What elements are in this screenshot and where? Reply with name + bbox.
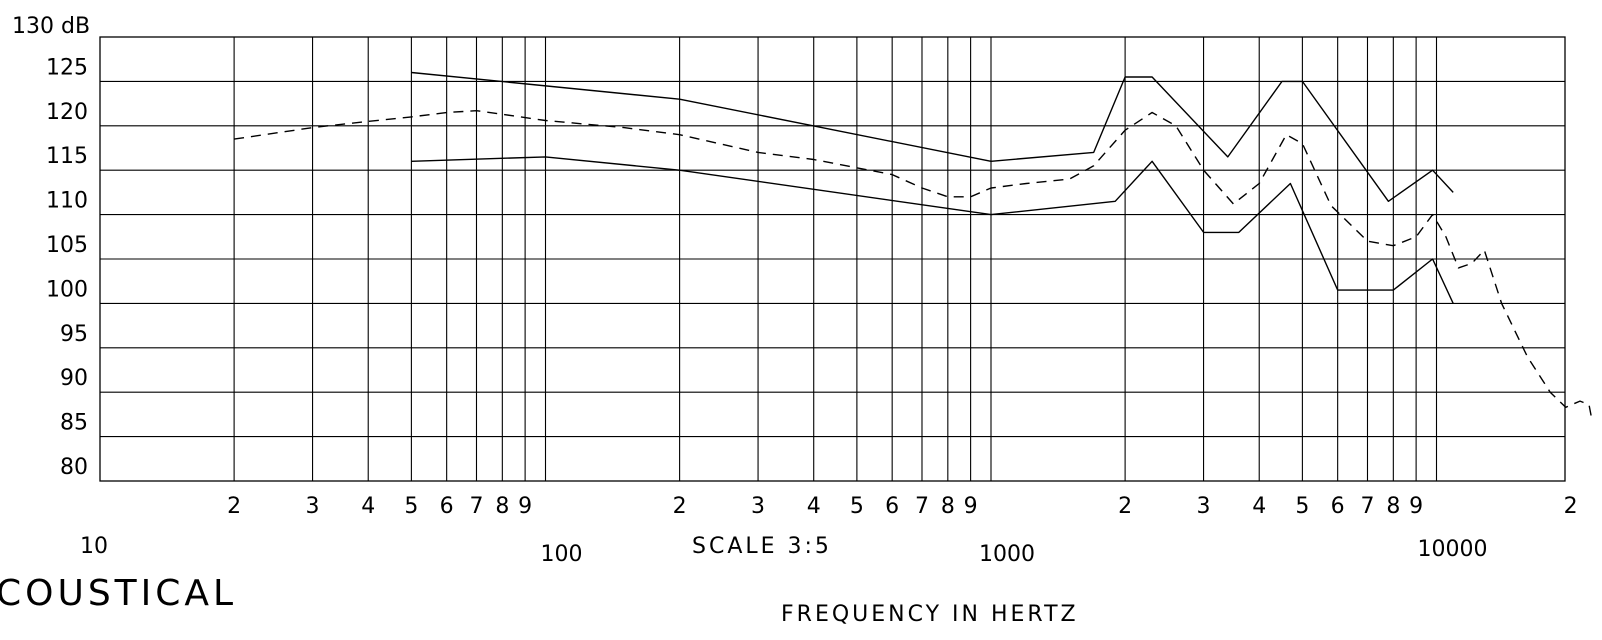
x-tick-label: 2: [1118, 494, 1132, 519]
x-tick-label: 6: [1331, 494, 1345, 519]
x-tick-label: 6: [440, 494, 454, 519]
y-tick-label: 95: [60, 322, 88, 347]
x-tick-label: 2: [1564, 494, 1578, 519]
scale-note: SCALE 3:5: [692, 534, 832, 559]
x-decade-label: 10: [80, 534, 108, 559]
y-tick-label: 120: [46, 100, 88, 125]
x-tick-label: 2: [227, 494, 241, 519]
x-tick-label: 5: [404, 494, 418, 519]
x-tick-label: 7: [1360, 494, 1374, 519]
x-tick-label: 6: [885, 494, 899, 519]
grid-layer: [99, 36, 1566, 482]
series-line-1: [411, 71, 1454, 203]
x-tick-label: 3: [1197, 494, 1211, 519]
x-decade-label: 1000: [979, 542, 1035, 567]
x-tick-label: 8: [495, 494, 509, 519]
x-axis-title: FREQUENCY IN HERTZ: [781, 602, 1079, 627]
y-tick-label: 85: [60, 411, 88, 436]
x-tick-label: 3: [751, 494, 765, 519]
series-line-2: [233, 109, 1593, 419]
x-tick-label: 7: [915, 494, 929, 519]
x-tick-label: 8: [941, 494, 955, 519]
series-line-3: [411, 156, 1454, 304]
y-tick-label: 115: [46, 144, 88, 169]
y-tick-label: 125: [46, 55, 88, 80]
x-tick-label: 5: [1295, 494, 1309, 519]
y-tick-label: 110: [46, 189, 88, 214]
x-tick-label: 9: [1409, 494, 1423, 519]
y-top-label: 130 dB: [12, 14, 90, 39]
x-tick-label: 4: [361, 494, 375, 519]
y-tick-label: 100: [46, 277, 88, 302]
x-tick-label: 7: [469, 494, 483, 519]
x-tick-label: 5: [850, 494, 864, 519]
y-tick-label: 105: [46, 233, 88, 258]
series-layer: [233, 71, 1593, 419]
x-tick-label: 8: [1386, 494, 1400, 519]
x-tick-label: 9: [518, 494, 532, 519]
x-tick-label: 3: [306, 494, 320, 519]
x-tick-label: 4: [807, 494, 821, 519]
x-decade-label: 100: [541, 542, 583, 567]
x-tick-label: 2: [673, 494, 687, 519]
y-tick-label: 90: [60, 366, 88, 391]
side-text: COUSTICAL: [0, 573, 237, 614]
x-decade-label: 10000: [1418, 537, 1488, 562]
y-tick-label: 80: [60, 455, 88, 480]
x-tick-label: 9: [964, 494, 978, 519]
x-tick-label: 4: [1252, 494, 1266, 519]
